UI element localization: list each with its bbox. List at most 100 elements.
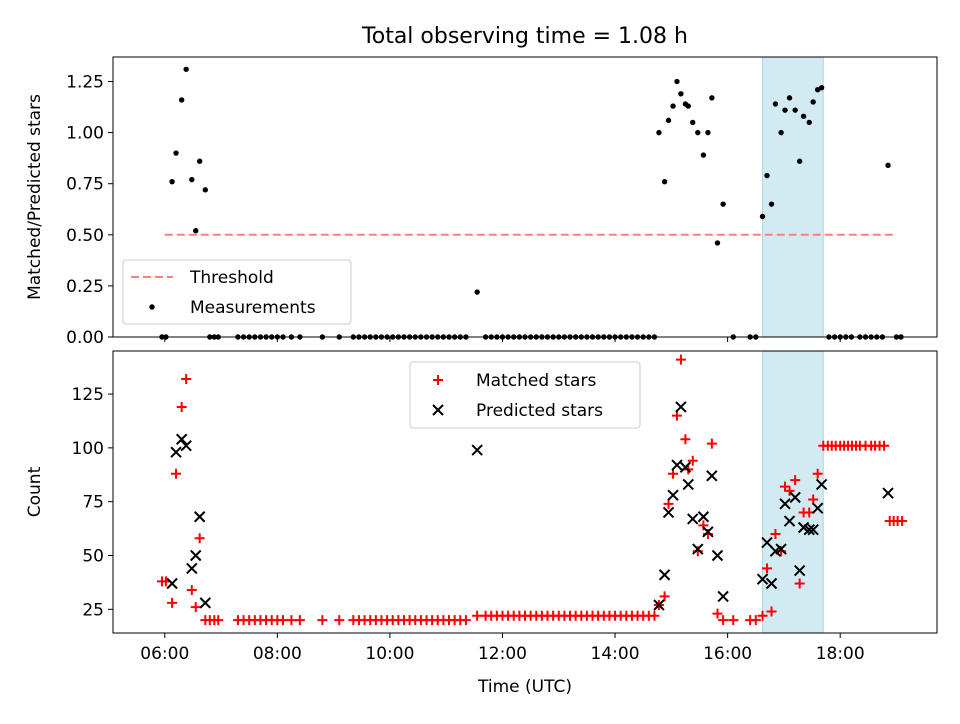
observing-window-shade (762, 56, 824, 338)
measurement-point (178, 97, 185, 103)
matched-stars-point (649, 610, 660, 621)
matched-stars-point (176, 401, 187, 412)
matched-stars-point (194, 533, 205, 544)
x-tick-label: 12:00 (478, 644, 527, 664)
measurement-point (796, 158, 803, 164)
predicted-stars-point (789, 491, 801, 504)
x-axis-label: Time (UTC) (477, 677, 572, 697)
predicted-stars-point (706, 470, 718, 482)
matched-stars-point (687, 455, 698, 466)
axes-frame (112, 350, 938, 634)
matched-stars-point (317, 615, 328, 626)
predicted-stars-point (717, 590, 729, 603)
predicted-stars-point (779, 498, 791, 510)
matched-stars-point (812, 468, 823, 479)
x-tick-label: 16:00 (703, 644, 752, 664)
predicted-stars-point (180, 440, 192, 452)
matched-stars-point (680, 434, 691, 445)
predicted-stars-point (783, 515, 796, 527)
matched-stars-point (712, 608, 723, 619)
bottom-panel: 25 50 75 100 125 06:00 08:00 10:00 12:00 14:00 16:… (25, 350, 938, 697)
y-tick-label: 0.50 (66, 226, 104, 246)
matched-stars-point (879, 440, 890, 451)
predicted-stars-point (682, 478, 694, 491)
y-tick-label: 50 (82, 547, 104, 567)
predicted-stars-point (803, 523, 815, 536)
measurement-point (474, 289, 480, 295)
matched-stars-point (181, 373, 192, 384)
y-tick-label: 75 (82, 493, 104, 513)
matched-stars-point (659, 591, 670, 602)
measurement-point (768, 201, 775, 207)
y-tick-label: 25 (82, 600, 104, 620)
y-axis-label: Count (25, 466, 45, 517)
matched-stars-point (675, 354, 686, 365)
matched-stars-point (286, 615, 297, 626)
measurement-point (189, 176, 195, 183)
predicted-stars-point (882, 487, 894, 499)
y-tick-label: 0.00 (66, 328, 104, 348)
predicted-stars-point (692, 543, 704, 555)
predicted-stars-point (662, 506, 675, 519)
measurement-point (169, 178, 175, 185)
predicted-stars-point (687, 513, 699, 525)
measurement-point (690, 119, 696, 126)
predicted-stars-point (190, 549, 202, 562)
measurement-point (786, 95, 793, 101)
predicted-stars-point (671, 459, 683, 471)
predicted-stars-point (667, 489, 679, 501)
matched-stars-point (334, 615, 345, 626)
measurement-point (709, 95, 715, 101)
y-tick-label: 0.75 (66, 175, 104, 195)
predicted-stars-point (807, 523, 819, 536)
measurement-point (720, 201, 726, 207)
measurement-point (782, 107, 788, 113)
measurement-point (818, 84, 825, 91)
x-tick-label: 14:00 (591, 644, 640, 664)
predicted-stars-point (679, 461, 692, 473)
measurement-point (792, 107, 798, 113)
predicted-stars-point (765, 577, 778, 590)
predicted-stars-point (193, 511, 206, 523)
measurement-point (810, 99, 816, 105)
measurement-point (202, 187, 209, 193)
predicted-stars-point (166, 577, 178, 590)
legend-measurements-swatch (149, 304, 155, 310)
legend: Threshold Measurements (122, 259, 352, 325)
matched-stars-point (762, 563, 773, 574)
chart-title: Total observing time = 1.08 h (361, 24, 688, 49)
measurement-point (196, 158, 203, 164)
y-tick-label: 1.00 (66, 124, 104, 144)
measurement-point (759, 213, 766, 220)
measurement-point (193, 228, 199, 234)
predicted-stars-point (775, 543, 787, 555)
matched-stars-point (718, 615, 729, 626)
matched-stars-point (294, 615, 305, 626)
matched-stars-point (171, 468, 182, 479)
matched-stars-point (897, 516, 908, 527)
measurement-point (714, 240, 721, 246)
matched-stars-point (770, 528, 781, 539)
matched-stars-point (190, 602, 201, 613)
predicted-stars-point (756, 573, 769, 585)
measurement-point (661, 178, 668, 185)
measurement-point (173, 150, 179, 156)
measurement-point (665, 117, 672, 124)
legend-predicted-label: Predicted stars (476, 401, 603, 421)
x-tick-label: 08:00 (253, 644, 302, 664)
observing-window-shade (762, 350, 824, 634)
axes-frame (112, 56, 938, 338)
matched-stars-point (790, 475, 801, 486)
matched-stars-point (794, 578, 805, 589)
y-tick-label: 0.25 (66, 277, 104, 297)
legend-matched-label: Matched stars (476, 371, 596, 391)
legend-threshold-label: Threshold (189, 268, 274, 288)
measurement-point (695, 129, 701, 136)
matched-stars-point (698, 520, 709, 531)
measurement-point (806, 119, 812, 126)
matched-stars-point (757, 610, 768, 621)
matched-stars-point (706, 438, 717, 449)
predicted-stars-point (658, 569, 671, 581)
predicted-stars-point (761, 536, 773, 549)
matched-stars-point (766, 606, 777, 617)
